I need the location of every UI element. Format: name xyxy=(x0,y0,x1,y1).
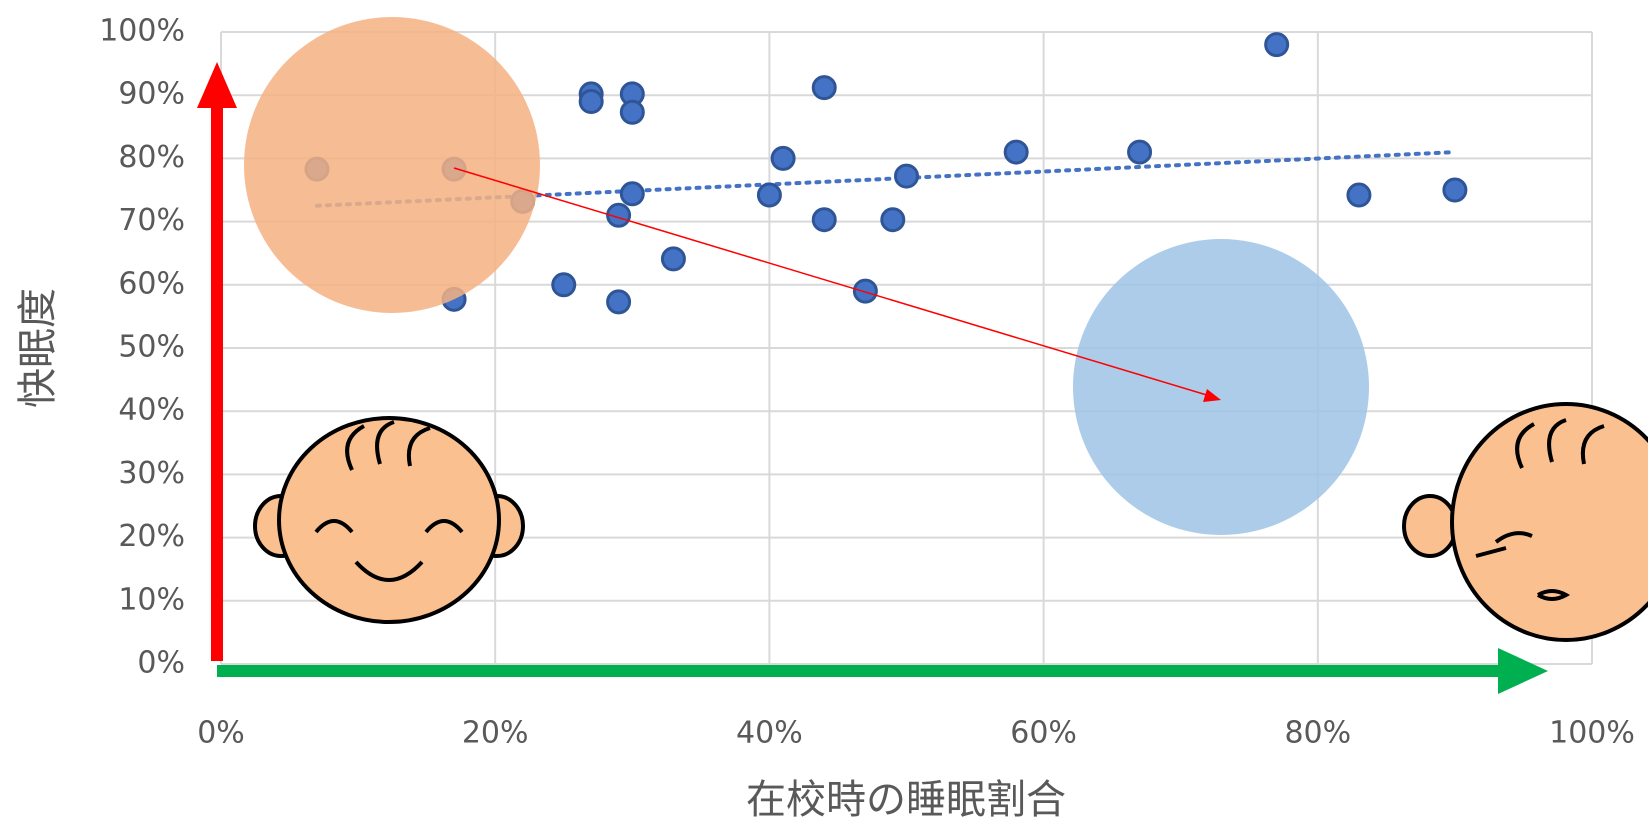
x-tick-label: 40% xyxy=(736,716,803,751)
data-point xyxy=(756,182,782,208)
y-arrow xyxy=(211,95,223,661)
y-tick-label: 0% xyxy=(137,646,185,681)
arrow-head xyxy=(1498,648,1548,694)
y-tick-label: 20% xyxy=(118,519,185,554)
trend-arrow xyxy=(453,167,1211,397)
y-tick-label: 50% xyxy=(118,330,185,365)
data-point xyxy=(1264,32,1290,58)
y-tick-label: 100% xyxy=(99,14,185,49)
data-point xyxy=(1442,177,1468,203)
x-tick-label: 0% xyxy=(197,716,245,751)
x-tick-label: 20% xyxy=(462,716,529,751)
data-point xyxy=(811,207,837,233)
y-tick-label: 10% xyxy=(118,582,185,617)
y-tick-label: 30% xyxy=(118,456,185,491)
y-tick-label: 70% xyxy=(118,203,185,238)
data-point xyxy=(619,99,645,125)
data-point xyxy=(619,181,645,207)
y-tick-label: 40% xyxy=(118,393,185,428)
x-tick-label: 80% xyxy=(1284,716,1351,751)
arrow-head xyxy=(1203,389,1221,402)
x-tick-label: 60% xyxy=(1010,716,1077,751)
data-point xyxy=(551,272,577,298)
data-point xyxy=(880,207,906,233)
data-point xyxy=(811,75,837,101)
decorations xyxy=(197,17,1648,694)
x-tick-label: 100% xyxy=(1549,716,1635,751)
data-point xyxy=(894,163,919,189)
x-arrow xyxy=(217,665,1507,677)
happy-face xyxy=(253,416,525,624)
arrow-head xyxy=(197,62,237,108)
data-point xyxy=(660,246,686,272)
data-point xyxy=(770,145,796,171)
y-tick-label: 80% xyxy=(118,140,185,175)
data-point xyxy=(1346,182,1372,208)
data-point xyxy=(852,278,878,304)
data-point xyxy=(1127,139,1153,165)
x-axis-title: 在校時の睡眠割合 xyxy=(746,777,1066,823)
y-axis-title: 快眠度 xyxy=(15,288,61,408)
highlight-circle xyxy=(1073,239,1369,535)
y-tick-label: 90% xyxy=(118,77,185,112)
data-point xyxy=(606,202,632,228)
sad-face xyxy=(1402,402,1648,642)
data-point xyxy=(1003,139,1029,165)
data-point xyxy=(578,89,604,115)
y-tick-label: 60% xyxy=(118,266,185,301)
highlight-circle xyxy=(244,17,540,313)
data-point xyxy=(606,289,632,315)
